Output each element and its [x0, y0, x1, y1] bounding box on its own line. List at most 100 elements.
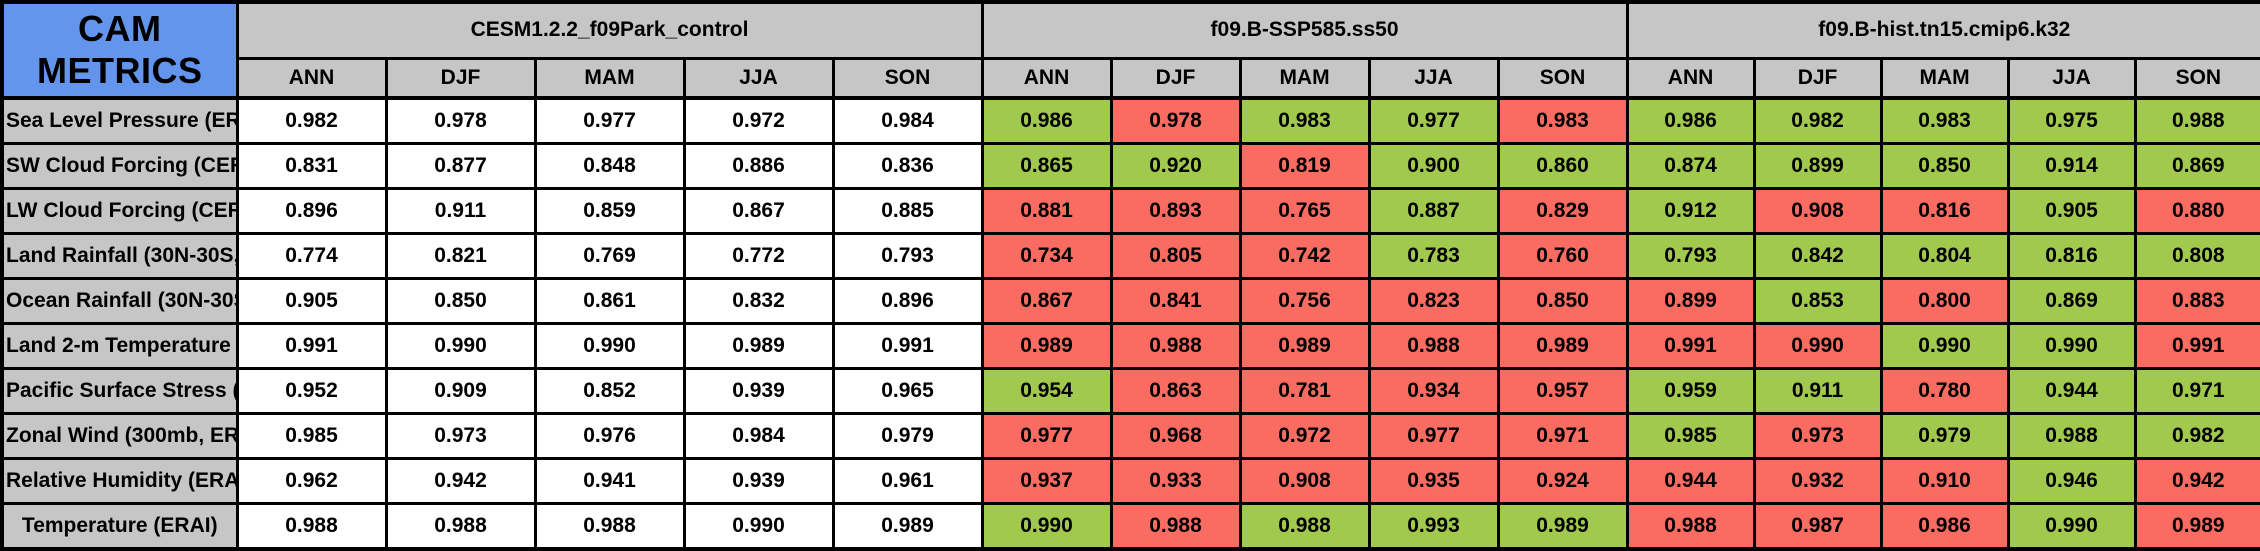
metric-value-cell: 0.877	[384, 141, 537, 190]
season-header: DJF	[1109, 56, 1242, 100]
metric-value-cell: 0.977	[980, 412, 1113, 461]
metric-value-cell: 0.976	[533, 412, 686, 461]
metric-value-cell: 0.977	[1367, 96, 1500, 145]
metric-value-cell: 0.765	[1238, 186, 1371, 235]
table-row: Sea Level Pressure (ERAI)0.9820.9780.977…	[0, 96, 2260, 145]
metric-value-cell: 0.978	[384, 96, 537, 145]
metric-value-cell: 0.804	[1879, 231, 2010, 280]
metric-value-cell: 0.914	[2006, 141, 2137, 190]
table-row: Zonal Wind (300mb, ERAI)0.9850.9730.9760…	[0, 412, 2260, 461]
metric-value-cell: 0.939	[682, 367, 835, 416]
metric-value-cell: 0.989	[1238, 321, 1371, 371]
metric-value-cell: 0.869	[2133, 141, 2260, 190]
metric-value-cell: 0.937	[980, 457, 1113, 506]
metric-value-cell: 0.985	[235, 412, 388, 461]
metric-value-cell: 0.832	[682, 276, 835, 325]
metric-value-cell: 0.865	[980, 141, 1113, 190]
metric-value-cell: 0.989	[1496, 502, 1629, 551]
metric-value-cell: 0.973	[384, 412, 537, 461]
metric-value-cell: 0.823	[1367, 276, 1500, 325]
metric-value-cell: 0.896	[235, 186, 388, 235]
metric-value-cell: 0.978	[1109, 96, 1242, 145]
season-header: ANN	[980, 56, 1113, 100]
metric-value-cell: 0.989	[980, 321, 1113, 371]
metric-value-cell: 0.961	[831, 457, 984, 506]
metric-value-cell: 0.821	[384, 231, 537, 280]
metric-value-cell: 0.742	[1238, 231, 1371, 280]
metric-value-cell: 0.993	[1367, 502, 1500, 551]
metric-value-cell: 0.944	[2006, 367, 2137, 416]
metric-value-cell: 0.933	[1109, 457, 1242, 506]
metric-value-cell: 0.850	[1496, 276, 1629, 325]
metric-value-cell: 0.988	[2133, 96, 2260, 145]
table-title: CAM METRICS	[0, 0, 239, 100]
metric-value-cell: 0.780	[1879, 367, 2010, 416]
metric-value-cell: 0.972	[682, 96, 835, 145]
metric-value-cell: 0.986	[1625, 96, 1756, 145]
metric-value-cell: 0.988	[1109, 321, 1242, 371]
metric-value-cell: 0.774	[235, 231, 388, 280]
metric-value-cell: 0.982	[235, 96, 388, 145]
metric-value-cell: 0.954	[980, 367, 1113, 416]
metric-value-cell: 0.989	[1496, 321, 1629, 371]
metric-value-cell: 0.962	[235, 457, 388, 506]
metric-value-cell: 0.983	[1496, 96, 1629, 145]
metric-value-cell: 0.783	[1367, 231, 1500, 280]
metric-value-cell: 0.977	[1367, 412, 1500, 461]
metric-value-cell: 0.831	[235, 141, 388, 190]
metric-value-cell: 0.852	[533, 367, 686, 416]
metric-value-cell: 0.905	[2006, 186, 2137, 235]
metric-value-cell: 0.881	[980, 186, 1113, 235]
metric-value-cell: 0.900	[1367, 141, 1500, 190]
metric-value-cell: 0.977	[533, 96, 686, 145]
table-row: SW Cloud Forcing (CERES-EBAF)0.8310.8770…	[0, 141, 2260, 190]
metric-value-cell: 0.911	[1752, 367, 1883, 416]
metric-value-cell: 0.819	[1238, 141, 1371, 190]
row-label: Pacific Surface Stress (5N-5S,ERS)	[0, 367, 239, 416]
metric-value-cell: 0.808	[2133, 231, 2260, 280]
metric-value-cell: 0.990	[682, 502, 835, 551]
metric-value-cell: 0.988	[1238, 502, 1371, 551]
metric-value-cell: 0.968	[1109, 412, 1242, 461]
metric-value-cell: 0.990	[1752, 321, 1883, 371]
metric-value-cell: 0.911	[384, 186, 537, 235]
metric-value-cell: 0.991	[1625, 321, 1756, 371]
metric-value-cell: 0.988	[1367, 321, 1500, 371]
metric-value-cell: 0.756	[1238, 276, 1371, 325]
season-header: JJA	[2006, 56, 2137, 100]
row-label: Relative Humidity (ERAI)	[0, 457, 239, 506]
metric-value-cell: 0.959	[1625, 367, 1756, 416]
metric-value-cell: 0.734	[980, 231, 1113, 280]
row-label: Sea Level Pressure (ERAI)	[0, 96, 239, 145]
metric-value-cell: 0.971	[2133, 367, 2260, 416]
metric-value-cell: 0.990	[980, 502, 1113, 551]
metric-value-cell: 0.965	[831, 367, 984, 416]
metric-value-cell: 0.896	[831, 276, 984, 325]
metric-value-cell: 0.946	[2006, 457, 2137, 506]
row-label: Temperature (ERAI)	[0, 502, 239, 551]
metric-value-cell: 0.988	[384, 502, 537, 551]
metric-value-cell: 0.986	[1879, 502, 2010, 551]
season-header: SON	[1496, 56, 1629, 100]
metric-value-cell: 0.805	[1109, 231, 1242, 280]
metric-value-cell: 0.909	[384, 367, 537, 416]
metric-value-cell: 0.991	[2133, 321, 2260, 371]
metric-value-cell: 0.987	[1752, 502, 1883, 551]
metric-value-cell: 0.816	[2006, 231, 2137, 280]
metric-value-cell: 0.985	[1625, 412, 1756, 461]
metric-value-cell: 0.893	[1109, 186, 1242, 235]
metric-value-cell: 0.886	[682, 141, 835, 190]
metric-value-cell: 0.972	[1238, 412, 1371, 461]
table-header: CAM METRICS CESM1.2.2_f09Park_control f0…	[0, 0, 2260, 100]
metric-value-cell: 0.908	[1238, 457, 1371, 506]
season-header: SON	[831, 56, 984, 100]
metric-value-cell: 0.990	[533, 321, 686, 371]
metric-value-cell: 0.988	[1625, 502, 1756, 551]
season-header: DJF	[1752, 56, 1883, 100]
metric-value-cell: 0.899	[1625, 276, 1756, 325]
metric-value-cell: 0.772	[682, 231, 835, 280]
metric-value-cell: 0.920	[1109, 141, 1242, 190]
metric-value-cell: 0.912	[1625, 186, 1756, 235]
metric-value-cell: 0.842	[1752, 231, 1883, 280]
season-header: ANN	[235, 56, 388, 100]
